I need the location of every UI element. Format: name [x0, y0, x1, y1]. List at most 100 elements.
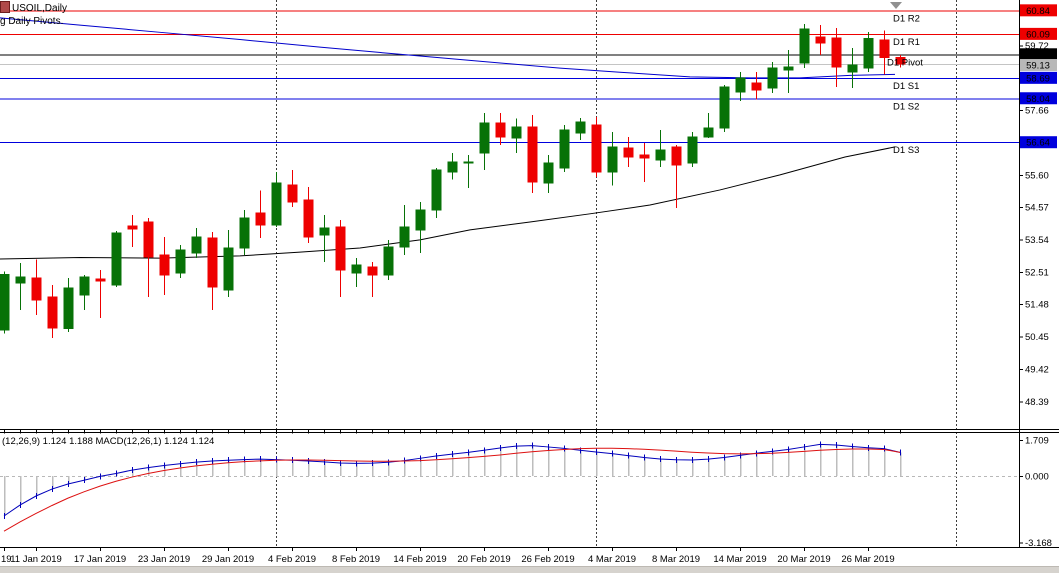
candle-body: [431, 169, 442, 211]
candle: [559, 124, 570, 173]
candle: [751, 71, 762, 100]
badge-bg: [1020, 92, 1057, 105]
candle-body: [623, 147, 634, 158]
candle-body: [783, 66, 794, 71]
candle-body: [223, 247, 234, 291]
candle-body: [319, 227, 330, 236]
price-tick-label: 52.51: [1025, 267, 1049, 278]
badge-text: 60.84: [1026, 6, 1050, 17]
candle: [767, 62, 778, 93]
candle-body: [0, 274, 10, 331]
candle-body: [175, 249, 186, 274]
candle: [63, 278, 74, 332]
chart-plot-area[interactable]: [0, 0, 1019, 547]
candle: [735, 71, 746, 102]
pivot-label: D1 Pivot: [887, 57, 923, 68]
candle-body: [815, 36, 826, 44]
candle: [31, 259, 42, 315]
candle: [815, 25, 826, 55]
candle-body: [463, 161, 474, 164]
candle: [591, 116, 602, 178]
candle-body: [479, 122, 490, 154]
symbol-icon: [0, 1, 10, 13]
indicator-note: g Daily Pivots.: [0, 16, 64, 27]
price-tick-label: 55.60: [1025, 170, 1049, 181]
candle-body: [127, 225, 138, 230]
candle-body: [847, 64, 858, 73]
time-label: 23 Jan 2019: [138, 554, 190, 565]
candle-body: [47, 296, 58, 329]
candles-layer: [0, 24, 906, 338]
price-tick-label: 57.66: [1025, 106, 1049, 117]
pivot-price-badge: 56.64: [1020, 136, 1057, 149]
price-tick-label: 51.48: [1025, 300, 1049, 311]
candle-body: [111, 232, 122, 286]
candle-body: [799, 28, 810, 64]
candle: [479, 113, 490, 170]
candle: [335, 220, 346, 298]
candle: [879, 30, 890, 75]
candle: [95, 270, 106, 319]
time-label: 26 Mar 2019: [841, 554, 894, 565]
candle-body: [575, 121, 586, 134]
candle-body: [367, 266, 378, 276]
pivot-lines: [0, 10, 1019, 144]
pivot-badges: 60.84 D1 R2 60.09 D1 R1 59.44 D1 Pivot 58.69 D1…: [887, 4, 1057, 156]
time-label: 11 Jan 2019: [10, 554, 62, 565]
candle: [543, 155, 554, 194]
candle: [415, 201, 426, 254]
candle: [351, 258, 362, 287]
candle-body: [591, 124, 602, 173]
price-tick-label: 50.45: [1025, 332, 1049, 343]
candle: [143, 217, 154, 298]
candle-body: [895, 56, 906, 65]
candle: [239, 210, 250, 255]
candle-body: [335, 226, 346, 271]
candle: [863, 31, 874, 72]
title-row: USOIL,Daily: [0, 1, 67, 14]
candle: [207, 232, 218, 310]
macd-tick-label: 1.709: [1025, 436, 1049, 447]
badge-text: 59.13: [1026, 61, 1050, 72]
candle-body: [143, 221, 154, 258]
badge-bg: [1020, 136, 1057, 149]
moving-averages: [0, 17, 896, 260]
macd-tick-label: 0.000: [1025, 472, 1049, 483]
candle-body: [831, 37, 842, 68]
pivot-label: D1 R1: [893, 37, 920, 48]
ma-fast-line: [0, 146, 896, 260]
chart-shift-marker-icon[interactable]: [890, 2, 902, 9]
candle-body: [703, 127, 714, 138]
candle-body: [687, 136, 698, 164]
candle-body: [351, 264, 362, 274]
badge-text: 58.04: [1026, 94, 1050, 105]
candle-body: [879, 39, 890, 58]
axes: [0, 0, 1059, 548]
price-axis[interactable]: 59.72 57.66 55.60 54.57 53.54 52.51 51.48 50.45…: [1019, 41, 1052, 549]
candle-body: [79, 276, 90, 296]
time-label: 29 Jan 2019: [202, 554, 254, 565]
badge-text: 58.69: [1026, 73, 1050, 84]
time-label: 8 Feb 2019: [332, 554, 380, 565]
candle-body: [271, 182, 282, 226]
candle-body: [95, 278, 106, 282]
chart-title: USOIL,Daily: [12, 3, 68, 14]
pivot-price-badge: 59.44: [1020, 48, 1057, 61]
time-label: 14 Feb 2019: [393, 554, 446, 565]
panel-separator[interactable]: [0, 429, 1059, 434]
candle-body: [447, 161, 458, 173]
candle: [623, 137, 634, 168]
price-tick-label: 53.54: [1025, 235, 1049, 246]
candle: [799, 24, 810, 69]
candle-body: [511, 126, 522, 139]
candle: [255, 190, 266, 238]
badge-bg: [1020, 48, 1057, 61]
candle-body: [639, 154, 650, 159]
pivot-label: D1 R2: [893, 13, 920, 24]
time-label: 4 Mar 2019: [588, 554, 636, 565]
candle-body: [735, 77, 746, 93]
candle: [0, 271, 10, 334]
candle: [607, 132, 618, 186]
